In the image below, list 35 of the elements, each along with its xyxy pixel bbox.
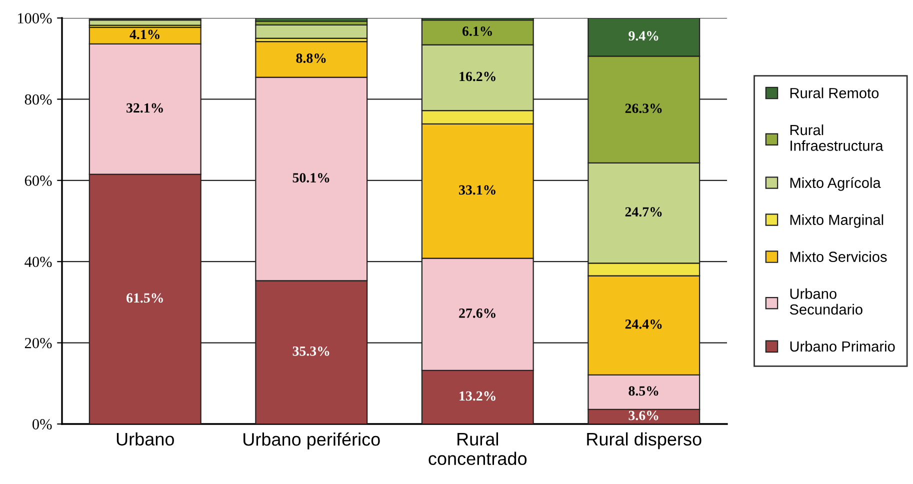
x-tick-label: Rural concentrado xyxy=(428,432,527,466)
data-label: 6.1% xyxy=(462,26,492,36)
x-tick-label: Rural disperso xyxy=(587,432,702,450)
y-tick-label: 80% xyxy=(24,94,52,105)
legend-label: Mixto Servicios xyxy=(790,251,887,262)
legend-label: Rural Remoto xyxy=(790,88,879,98)
data-label: 32.1% xyxy=(126,103,163,113)
y-tick-label: 60% xyxy=(24,176,52,186)
legend-label: Urbano Secundario xyxy=(790,288,862,315)
legend-label: Urbano Primario xyxy=(790,340,895,352)
data-label: 27.6% xyxy=(459,308,496,318)
data-label: 8.8% xyxy=(296,54,326,63)
legend-label: Mixto Marginal xyxy=(790,214,884,228)
data-label: 4.1% xyxy=(130,30,160,40)
data-label: 8.5% xyxy=(628,386,658,396)
legend-label: Rural Infraestructura xyxy=(790,124,884,151)
y-tick-label: 100% xyxy=(18,13,52,24)
data-label: 9.4% xyxy=(628,31,658,41)
data-label: 35.3% xyxy=(292,346,330,356)
data-label: 61.5% xyxy=(126,293,163,303)
data-label: 3.6% xyxy=(628,410,658,420)
y-tick-label: 20% xyxy=(24,338,52,348)
y-tick-label: 40% xyxy=(24,256,52,268)
data-label: 13.2% xyxy=(460,391,496,401)
x-tick-label: Urbano xyxy=(116,432,174,446)
y-tick-label: 0% xyxy=(32,419,52,430)
legend-label: Mixto Agrícola xyxy=(790,177,881,191)
data-label: 26.3% xyxy=(625,104,662,114)
bar xyxy=(255,24,368,39)
data-label: 16.2% xyxy=(460,72,496,82)
data-label: 24.7% xyxy=(625,207,662,217)
data-label: 24.4% xyxy=(625,319,662,329)
data-label: 50.1% xyxy=(292,173,330,183)
x-tick-label: Urbano periférico xyxy=(244,432,380,450)
data-label: 33.1% xyxy=(459,185,496,195)
